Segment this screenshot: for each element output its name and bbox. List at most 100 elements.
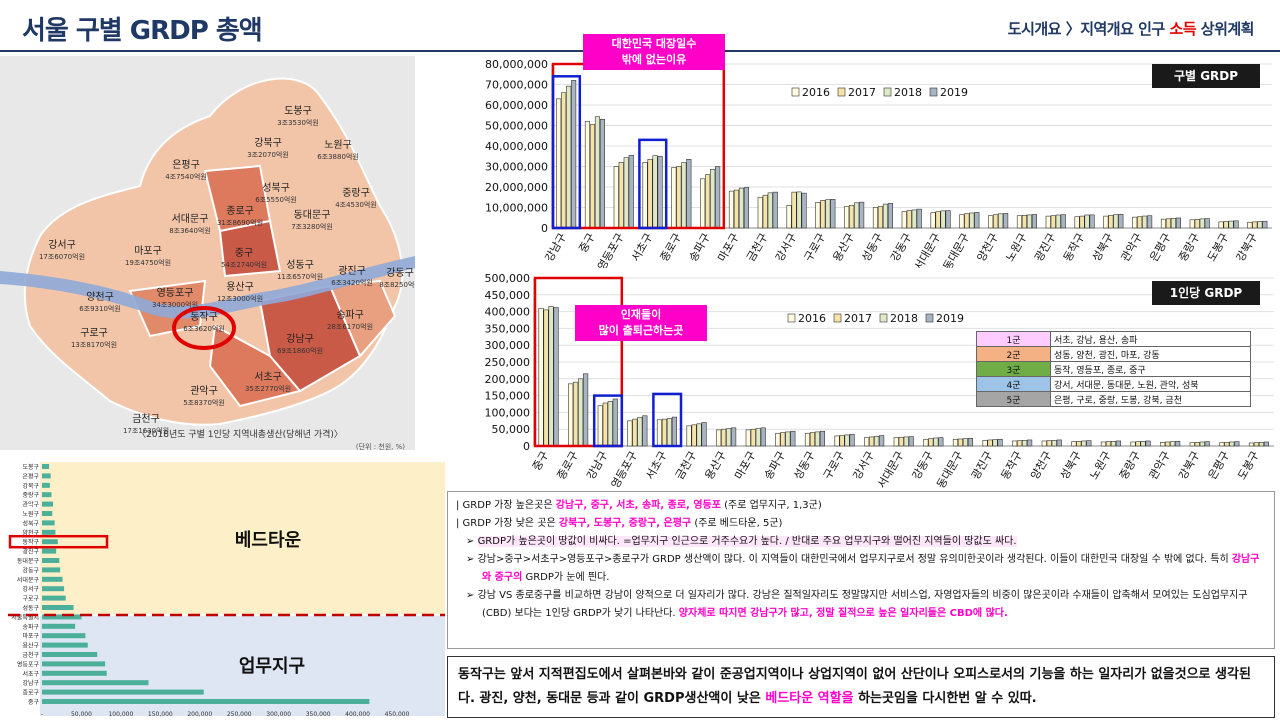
x-tick-label: 동작구 xyxy=(999,449,1025,482)
legend-swatch xyxy=(883,87,892,97)
bar-2016 xyxy=(988,215,994,229)
map-district-name: 강서구 xyxy=(48,239,76,251)
map-district-value: 6조3620억원 xyxy=(183,324,225,333)
bar-2018 xyxy=(1257,221,1263,229)
note-line-1: | GRDP 가장 높은곳은 강남구, 중구, 서초, 송파, 종로, 영등포 … xyxy=(456,500,822,511)
nav-prefix[interactable]: 도시개요 〉지역개요 인구 xyxy=(1007,20,1170,38)
x-tick-label: 영등포구 xyxy=(595,231,627,268)
map-district-name: 강남구 xyxy=(286,333,314,345)
legend-label: 2018 xyxy=(890,312,918,325)
hbar xyxy=(42,529,56,535)
map-district-name: 구로구 xyxy=(80,328,108,339)
bar-2019 xyxy=(1204,218,1210,229)
bar-2016 xyxy=(872,207,879,229)
bar-2018 xyxy=(1051,439,1057,447)
x-tick-label: 100,000 xyxy=(108,711,133,718)
map-district-name: 중랑구 xyxy=(342,187,370,199)
bar-2017 xyxy=(647,159,653,229)
bar-2016 xyxy=(1219,442,1225,447)
bar-2016 xyxy=(568,383,574,447)
bar-2017 xyxy=(1108,214,1114,229)
bar-2019 xyxy=(612,398,618,447)
y-tick-label: 350,000 xyxy=(485,322,531,335)
hbar xyxy=(42,661,106,667)
y-tick-label: 400,000 xyxy=(485,306,531,319)
business-label: 업무지구 xyxy=(239,656,305,677)
bar-2018 xyxy=(767,192,773,229)
nav-suffix[interactable]: 상위계획 xyxy=(1196,20,1255,38)
x-tick-label: 강북구 xyxy=(1176,449,1202,482)
x-tick-label: 성북구 xyxy=(1058,449,1084,482)
hbar-label: 동작구 xyxy=(22,539,39,546)
hbar-label: 용산구 xyxy=(22,642,39,650)
bar-2018 xyxy=(969,212,975,229)
bar-2018 xyxy=(710,169,716,229)
bar-2018 xyxy=(1229,441,1235,447)
legend-label: 2017 xyxy=(848,86,876,99)
bar-2018 xyxy=(681,162,687,229)
hbar xyxy=(42,680,149,686)
hbar-label: 광진구 xyxy=(22,548,39,556)
bar-2017 xyxy=(1046,440,1052,447)
bar-2019 xyxy=(715,166,721,229)
bar-2016 xyxy=(627,420,633,447)
analysis-notes: | GRDP 가장 높은곳은 강남구, 중구, 서초, 송파, 종로, 영등포 … xyxy=(447,491,1275,649)
map-district-value: 6조5550억원 xyxy=(255,195,297,204)
map-district-value: 35조2770억원 xyxy=(245,384,291,393)
x-tick-label: 서초구 xyxy=(629,231,655,264)
nav-active-item[interactable]: 소득 xyxy=(1169,20,1197,38)
bar-2018 xyxy=(854,202,860,229)
hbar-label: 강남구 xyxy=(22,679,39,687)
bar-2017 xyxy=(1252,221,1258,229)
hbar-label: 동대문구 xyxy=(17,557,40,565)
bar-2019 xyxy=(1175,440,1181,447)
x-tick-label: 250,000 xyxy=(227,711,252,718)
bar-2017 xyxy=(1050,215,1056,229)
bar-2018 xyxy=(1084,214,1090,229)
district-group-table: 1군 서초, 강남, 용산, 송파 2군 성동, 양천, 광진, 마포, 강동 3군 동작… xyxy=(976,331,1251,407)
bar-2018 xyxy=(1113,214,1119,229)
x-tick-label: 구로구 xyxy=(802,231,828,264)
group-members: 은평, 구로, 중랑, 도봉, 강북, 금천 xyxy=(1050,391,1251,407)
map-district-value: 34조3000억원 xyxy=(152,300,198,309)
y-tick-label: 30,000,000 xyxy=(485,161,548,174)
hbar-label: 서초구 xyxy=(22,670,39,678)
bar-2017 xyxy=(602,402,608,447)
map-district-name: 은평구 xyxy=(172,159,200,171)
bar-2016 xyxy=(1130,441,1136,447)
bar-2016 xyxy=(1160,442,1166,447)
hbar xyxy=(42,699,370,704)
bar-2016 xyxy=(844,206,850,229)
bar-2016 xyxy=(1016,215,1023,229)
bar-2019 xyxy=(908,436,914,447)
bar-2016 xyxy=(1071,441,1077,447)
x-tick-label: 400,000 xyxy=(345,711,370,718)
x-tick-label: 마포구 xyxy=(732,449,758,482)
bar-2016 xyxy=(923,438,929,447)
bar-2016 xyxy=(597,405,603,447)
map-district-value: 3조2070억원 xyxy=(247,150,289,159)
bar-2019 xyxy=(1115,440,1122,447)
bar-2016 xyxy=(1132,216,1138,229)
x-tick-label: 노원구 xyxy=(1087,449,1113,482)
bar-2018 xyxy=(726,428,732,447)
bar-2018 xyxy=(1258,442,1265,447)
x-tick-label: 송파구 xyxy=(687,231,713,264)
map-district-value: 4조4530억원 xyxy=(335,200,377,209)
chart-legend: 2016 2017 2018 2019 xyxy=(791,86,968,99)
map-district-value: 11조6570억원 xyxy=(277,272,323,281)
map-district-value: 6조3880억원 xyxy=(317,152,359,161)
bar-2017 xyxy=(839,435,845,447)
bar-2017 xyxy=(750,428,756,447)
bar-2018 xyxy=(1081,440,1087,447)
bar-2017 xyxy=(691,424,697,447)
legend-label: 2019 xyxy=(936,312,964,325)
bar-2019 xyxy=(790,430,796,447)
bar-2019 xyxy=(1233,220,1239,229)
group-row: 3군 동작, 영등포, 종로, 중구 xyxy=(976,361,1251,377)
x-tick-label: 200,000 xyxy=(187,711,212,718)
bar-2017 xyxy=(543,309,549,447)
bar-2019 xyxy=(1056,439,1062,447)
hbar-label: 관악구 xyxy=(22,501,39,509)
hbar-label: 강북구 xyxy=(22,482,39,490)
